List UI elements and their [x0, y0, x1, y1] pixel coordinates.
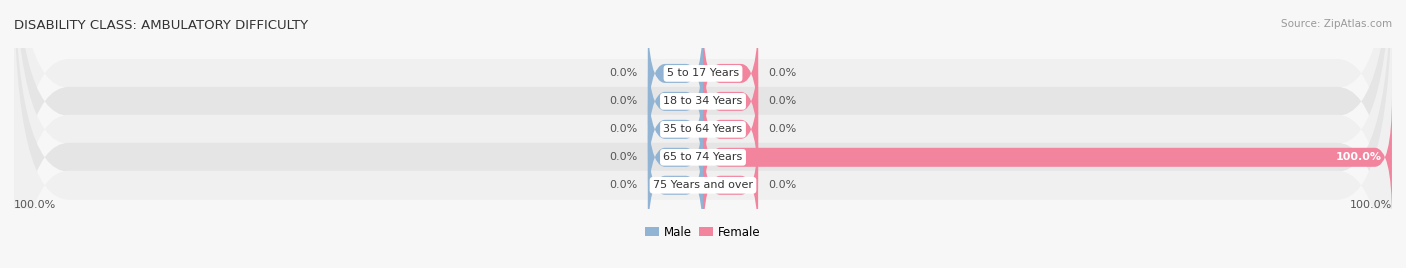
- FancyBboxPatch shape: [703, 13, 758, 134]
- Text: 65 to 74 Years: 65 to 74 Years: [664, 152, 742, 162]
- Text: 100.0%: 100.0%: [1336, 152, 1382, 162]
- FancyBboxPatch shape: [14, 0, 1392, 268]
- FancyBboxPatch shape: [14, 0, 1392, 268]
- Legend: Male, Female: Male, Female: [645, 225, 761, 239]
- Text: 0.0%: 0.0%: [609, 68, 637, 79]
- FancyBboxPatch shape: [14, 0, 1392, 268]
- Text: 35 to 64 Years: 35 to 64 Years: [664, 124, 742, 134]
- FancyBboxPatch shape: [648, 125, 703, 246]
- Text: 0.0%: 0.0%: [769, 68, 797, 79]
- Text: DISABILITY CLASS: AMBULATORY DIFFICULTY: DISABILITY CLASS: AMBULATORY DIFFICULTY: [14, 19, 308, 32]
- Text: 0.0%: 0.0%: [769, 96, 797, 106]
- Text: 0.0%: 0.0%: [609, 152, 637, 162]
- Text: 75 Years and over: 75 Years and over: [652, 180, 754, 190]
- FancyBboxPatch shape: [648, 13, 703, 134]
- FancyBboxPatch shape: [703, 69, 758, 190]
- Text: 100.0%: 100.0%: [1350, 200, 1392, 210]
- Text: 18 to 34 Years: 18 to 34 Years: [664, 96, 742, 106]
- Text: 0.0%: 0.0%: [609, 96, 637, 106]
- Text: 0.0%: 0.0%: [769, 180, 797, 190]
- Text: 0.0%: 0.0%: [769, 124, 797, 134]
- Text: 100.0%: 100.0%: [14, 200, 56, 210]
- FancyBboxPatch shape: [648, 69, 703, 190]
- Text: Source: ZipAtlas.com: Source: ZipAtlas.com: [1281, 19, 1392, 29]
- Text: 0.0%: 0.0%: [609, 124, 637, 134]
- FancyBboxPatch shape: [14, 0, 1392, 268]
- Text: 0.0%: 0.0%: [609, 180, 637, 190]
- FancyBboxPatch shape: [14, 0, 1392, 268]
- FancyBboxPatch shape: [703, 97, 1392, 218]
- FancyBboxPatch shape: [648, 41, 703, 162]
- FancyBboxPatch shape: [703, 125, 758, 246]
- FancyBboxPatch shape: [703, 41, 758, 162]
- Text: 5 to 17 Years: 5 to 17 Years: [666, 68, 740, 79]
- FancyBboxPatch shape: [648, 97, 703, 218]
